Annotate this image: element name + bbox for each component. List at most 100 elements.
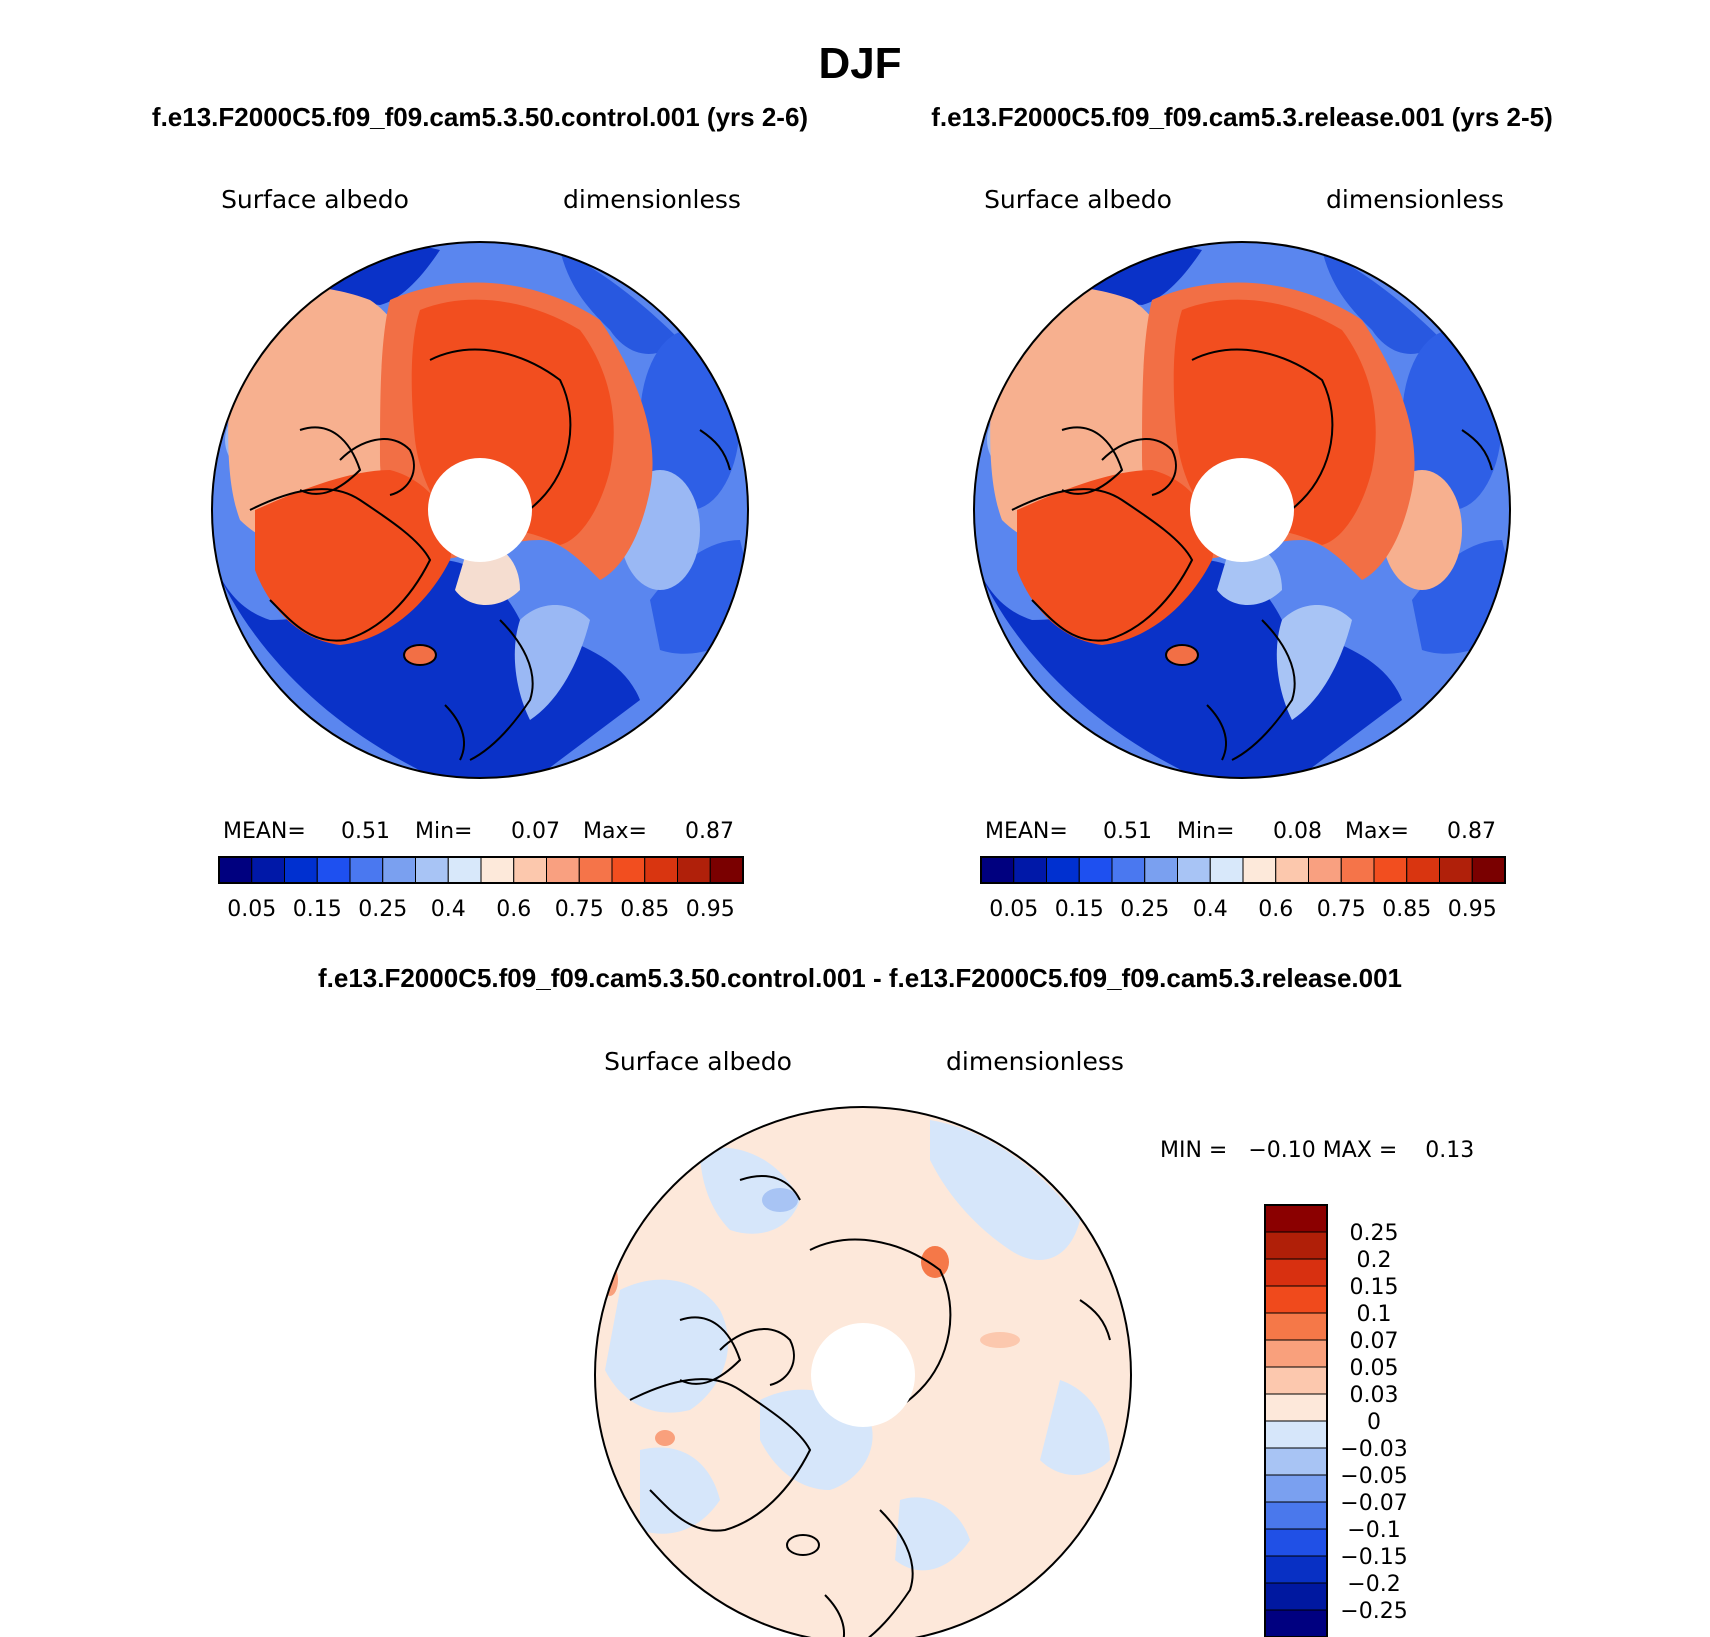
colorbar-release-box-11	[1340, 856, 1375, 884]
polar-map-control	[212, 242, 748, 778]
colorbar-control-box-12	[611, 856, 646, 884]
panel-1-case-title: f.e13.F2000C5.f09_f09.cam5.3.50.control.…	[152, 102, 808, 132]
colorbar-difference-frame	[1264, 1204, 1328, 1637]
colorbar-difference-box-0	[1264, 1204, 1328, 1233]
panel-1-max-label: Max=	[583, 819, 647, 844]
colorbar-difference-box-6	[1264, 1366, 1328, 1395]
panel-1-units: dimensionless	[563, 185, 741, 214]
diff-case-title: f.e13.F2000C5.f09_f09.cam5.3.50.control.…	[318, 963, 1402, 993]
main-title: DJF	[818, 39, 901, 88]
colorbar-control-tick-label: 0.05	[227, 897, 276, 922]
colorbar-control-box-4	[349, 856, 384, 884]
colorbar-release-box-8	[1242, 856, 1277, 884]
colorbar-control-tick-label: 0.95	[686, 897, 735, 922]
colorbar-control-tick-label: 0.25	[358, 897, 407, 922]
colorbar-release-frame	[980, 856, 1506, 884]
colorbar-release-tick-label: 0.6	[1258, 897, 1293, 922]
colorbar-release-tick-label: 0.95	[1448, 897, 1497, 922]
panel-2-variable: Surface albedo	[984, 185, 1172, 214]
colorbar-release-box-1	[1013, 856, 1047, 884]
panel-2-max-value: 0.87	[1447, 819, 1496, 844]
colorbar-control-tick-label: 0.85	[620, 897, 669, 922]
colorbar-control-box-2	[284, 856, 318, 884]
colorbar-control-box-13	[644, 856, 678, 884]
panel-2-stats: MEAN= 0.51 Min= 0.08 Max= 0.87	[985, 819, 1496, 844]
colorbar-difference-box-7	[1264, 1393, 1328, 1422]
panel-1-stats: MEAN= 0.51 Min= 0.07 Max= 0.87	[223, 819, 734, 844]
colorbar-release: 0.05 0.15 0.25 0.4 0.6 0.75 0.85 0.95	[980, 856, 1506, 922]
colorbar-difference-box-9	[1264, 1447, 1328, 1476]
panel-1-min-value: 0.07	[511, 819, 560, 844]
colorbar-difference-tick-label: 0.2	[1357, 1248, 1392, 1273]
colorbar-control-box-0	[218, 856, 253, 884]
colorbar-difference-box-15	[1264, 1609, 1328, 1637]
colorbar-difference: 0.250.20.150.10.070.050.030−0.03−0.05−0.…	[1264, 1204, 1408, 1637]
colorbar-control-tick-label: 0.4	[431, 897, 466, 922]
colorbar-release-tick-label: 0.05	[989, 897, 1038, 922]
colorbar-control-box-14	[677, 856, 711, 884]
colorbar-release-box-0	[980, 856, 1015, 884]
diff-variable: Surface albedo	[604, 1047, 792, 1076]
colorbar-control-tick-label: 0.6	[496, 897, 531, 922]
panel-2-mean-value: 0.51	[1103, 819, 1152, 844]
colorbar-difference-box-3	[1264, 1285, 1328, 1314]
colorbar-control-box-5	[382, 856, 416, 884]
colorbar-difference-box-13	[1264, 1555, 1328, 1584]
colorbar-release-box-7	[1209, 856, 1244, 884]
colorbar-control-box-7	[447, 856, 482, 884]
diff-range: MIN = −0.10 MAX = 0.13	[1160, 1138, 1474, 1163]
colorbar-release-box-2	[1046, 856, 1080, 884]
colorbar-control-frame	[218, 856, 744, 884]
colorbar-release-box-12	[1373, 856, 1408, 884]
colorbar-control-tick-label: 0.15	[293, 897, 342, 922]
colorbar-release-tick-label: 0.15	[1055, 897, 1104, 922]
colorbar-difference-tick-label: −0.25	[1340, 1599, 1407, 1624]
colorbar-release-tick-label: 0.85	[1382, 897, 1431, 922]
colorbar-release-box-15	[1471, 856, 1506, 884]
colorbar-difference-tick-label: −0.15	[1340, 1545, 1407, 1570]
colorbar-difference-box-1	[1264, 1231, 1328, 1260]
colorbar-control: 0.05 0.15 0.25 0.4 0.6 0.75 0.85 0.95	[218, 856, 744, 922]
panel-1-mean-value: 0.51	[341, 819, 390, 844]
polar-map-difference	[595, 1107, 1131, 1637]
colorbar-release-box-3	[1078, 856, 1113, 884]
colorbar-release-box-5	[1144, 856, 1178, 884]
colorbar-difference-tick-label: 0.07	[1350, 1329, 1399, 1354]
panel-1-min-label: Min=	[415, 819, 472, 844]
colorbar-release-tick-label: 0.25	[1120, 897, 1169, 922]
colorbar-release-box-6	[1177, 856, 1211, 884]
panel-1-variable: Surface albedo	[221, 185, 409, 214]
panel-2-case-title: f.e13.F2000C5.f09_f09.cam5.3.release.001…	[931, 102, 1553, 132]
colorbar-difference-tick-label: 0.25	[1350, 1221, 1399, 1246]
colorbar-difference-tick-label: −0.03	[1340, 1437, 1407, 1462]
colorbar-difference-tick-label: 0.03	[1350, 1383, 1399, 1408]
colorbar-release-tick-label: 0.75	[1317, 897, 1366, 922]
panel-2-min-label: Min=	[1177, 819, 1234, 844]
panel-2-min-value: 0.08	[1273, 819, 1322, 844]
colorbar-control-box-1	[251, 856, 285, 884]
polar-map-release-border	[973, 241, 1511, 779]
colorbar-release-box-10	[1308, 856, 1342, 884]
colorbar-difference-box-14	[1264, 1582, 1328, 1611]
colorbar-difference-tick-label: 0.05	[1350, 1356, 1399, 1381]
colorbar-difference-box-11	[1264, 1501, 1328, 1530]
diff-units: dimensionless	[946, 1047, 1124, 1076]
colorbar-difference-box-8	[1264, 1420, 1328, 1449]
panel-2-max-label: Max=	[1345, 819, 1409, 844]
polar-map-release	[974, 242, 1510, 778]
colorbar-control-box-15	[709, 856, 744, 884]
colorbar-control-box-9	[513, 856, 547, 884]
colorbar-control-tick-label: 0.75	[555, 897, 604, 922]
polar-map-control-border	[211, 241, 749, 779]
colorbar-difference-tick-label: 0.15	[1350, 1275, 1399, 1300]
colorbar-control-box-3	[316, 856, 351, 884]
colorbar-difference-tick-label: −0.05	[1340, 1464, 1407, 1489]
colorbar-control-box-11	[578, 856, 613, 884]
colorbar-difference-box-12	[1264, 1528, 1328, 1557]
colorbar-difference-tick-label: −0.07	[1340, 1491, 1407, 1516]
colorbar-control-box-6	[415, 856, 449, 884]
colorbar-difference-tick-label: −0.1	[1347, 1518, 1400, 1543]
colorbar-difference-box-5	[1264, 1339, 1328, 1368]
colorbar-difference-tick-label: −0.2	[1347, 1572, 1400, 1597]
